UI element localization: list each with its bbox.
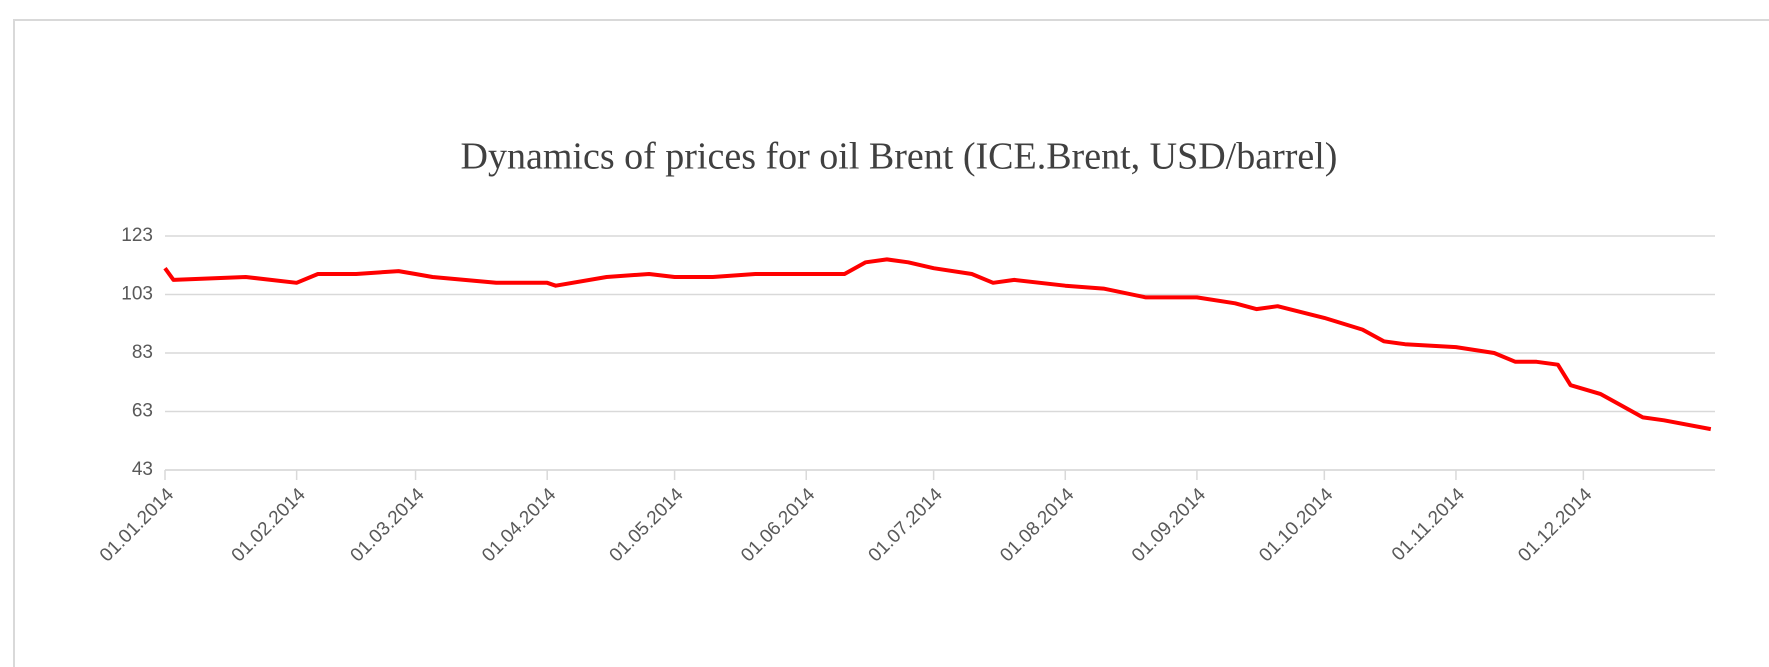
chart-title: Dynamics of prices for oil Brent (ICE.Br… bbox=[461, 136, 1338, 178]
y-tick-label: 43 bbox=[132, 459, 153, 480]
y-tick-label: 123 bbox=[121, 225, 153, 246]
y-tick-label: 83 bbox=[132, 342, 153, 363]
y-tick-label: 103 bbox=[121, 284, 153, 305]
price-line bbox=[163, 257, 1712, 432]
chart-frame bbox=[13, 19, 1769, 667]
y-tick-label: 63 bbox=[132, 401, 153, 422]
